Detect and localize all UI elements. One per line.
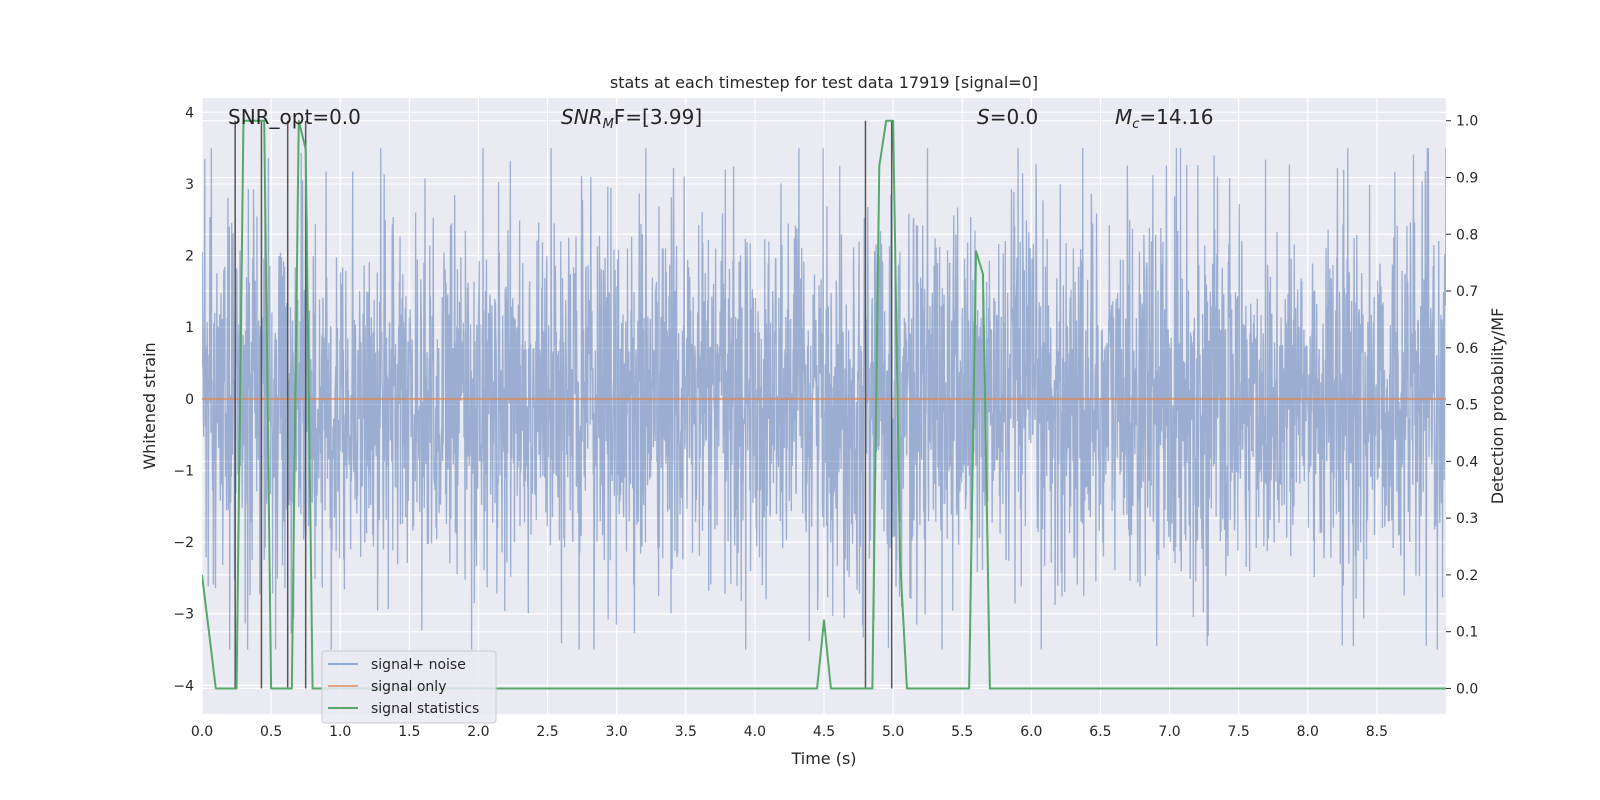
y-tick-label-right-0: 0.0 [1456,681,1478,697]
y-tick-label-right-2: 0.2 [1456,568,1478,584]
legend-box [321,650,497,724]
y-axis-label-right: Detection probability/MF [1488,308,1507,505]
x-tick-label-12: 6.0 [1020,724,1042,740]
y-tick-label-right-9: 0.9 [1456,170,1478,186]
x-tick-label-7: 3.5 [675,724,697,740]
x-tick-label-17: 8.5 [1366,724,1388,740]
y-tick-label-right-8: 0.8 [1456,227,1478,243]
chart-title: stats at each timestep for test data 179… [610,73,1038,92]
y-tick-label-left-8: 4 [185,105,194,121]
series-layer [202,119,1446,690]
legend-label-signal-only: signal only [371,679,446,695]
ticks: 0.0 0.5 1.0 1.5 2.0 2.5 3.0 3.5 4.0 4.5 5.0 5.5 6.0 6… [173,105,1478,740]
x-tick-label-5: 2.5 [536,724,558,740]
y-tick-label-left-7: 3 [185,177,194,193]
x-tick-label-6: 3.0 [606,724,628,740]
y-tick-label-right-7: 0.7 [1456,284,1478,300]
y-tick-label-right-1: 0.1 [1456,625,1478,641]
y-tick-label-left-5: 1 [185,320,194,336]
legend-label-noise: signal+ noise [371,657,466,673]
y-tick-label-right-10: 1.0 [1456,114,1478,130]
y-tick-label-right-6: 0.6 [1456,341,1478,357]
y-tick-label-right-5: 0.5 [1456,398,1478,414]
series-signal-statistics [202,119,1446,690]
series-signal-noise [202,148,1446,650]
y-tick-label-left-0: −4 [173,678,194,694]
x-tick-label-14: 7.0 [1158,724,1180,740]
y-tick-label-left-6: 2 [185,249,194,265]
x-tick-label-4: 2.0 [467,724,489,740]
x-tick-label-8: 4.0 [744,724,766,740]
y-tick-label-left-3: −1 [173,463,194,479]
x-tick-label-1: 0.5 [260,724,282,740]
y-tick-label-left-4: 0 [185,392,194,408]
annotation-snr-mf: SNRMF=[3.99] [561,105,702,132]
x-tick-label-3: 1.5 [398,724,420,740]
x-axis-label: Time (s) [790,749,856,768]
x-tick-label-13: 6.5 [1089,724,1111,740]
x-tick-label-10: 5.0 [882,724,904,740]
annotation-mc: Mc=14.16 [1115,105,1213,132]
x-tick-label-16: 8.0 [1297,724,1319,740]
x-tick-label-15: 7.5 [1228,724,1250,740]
y-axis-label-left: Whitened strain [140,342,159,469]
x-tick-label-11: 5.5 [951,724,973,740]
x-tick-label-0: 0.0 [191,724,213,740]
annotation-snr-opt: SNR_opt=0.0 [228,105,361,129]
y-tick-label-left-1: −3 [173,607,194,623]
y-tick-label-left-2: −2 [173,535,194,551]
y-tick-label-right-3: 0.3 [1456,511,1478,527]
annotation-s: S=0.0 [977,105,1038,129]
legend: signal+ noise signal only signal statist… [321,650,497,724]
legend-label-statistics: signal statistics [371,701,479,717]
y-tick-label-right-4: 0.4 [1456,454,1478,470]
x-tick-label-9: 4.5 [813,724,835,740]
x-tick-label-2: 1.0 [329,724,351,740]
